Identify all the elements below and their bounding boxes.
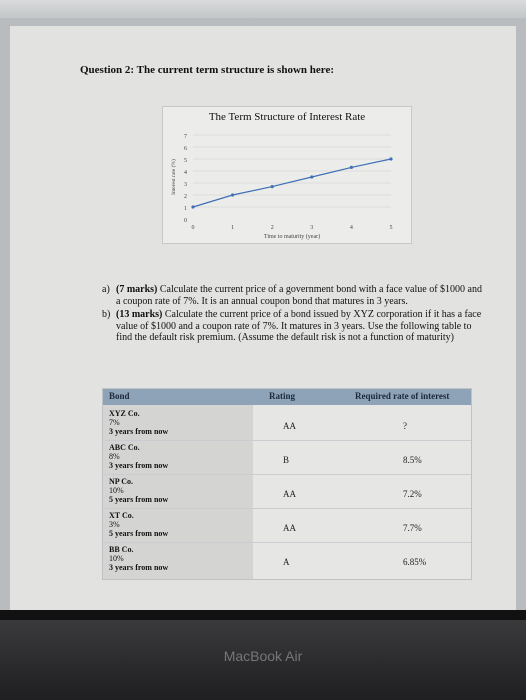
bond-maturity: 5 years from now — [109, 529, 169, 538]
question-title: Question 2: The current term structure i… — [80, 64, 334, 76]
bond-name: BB Co. — [109, 545, 134, 554]
y-tick-label: 2 — [184, 194, 187, 200]
question-list: a) (7 marks) Calculate the current price… — [102, 284, 482, 346]
bond-rating: B — [283, 455, 290, 465]
y-tick-label: 1 — [184, 206, 187, 212]
bond-coupon: 10% — [109, 554, 124, 563]
table-row: ABC Co. 8% 3 years from now — [103, 443, 253, 470]
chart-plot: 0 1 2 3 4 5 6 7 0 1 2 3 4 5 Time to maturity (year) Int… — [170, 134, 393, 240]
x-tick-label: 0 — [192, 225, 195, 231]
series-line — [192, 158, 392, 208]
bond-name: XYZ Co. — [109, 409, 140, 418]
table-row: XT Co. 3% 5 years from now — [103, 511, 253, 538]
x-tick-label: 4 — [350, 225, 353, 231]
bond-name: NP Co. — [109, 477, 133, 486]
bond-coupon: 7% — [109, 418, 120, 427]
y-tick-label: 4 — [184, 170, 187, 176]
row-divider — [103, 440, 471, 441]
question-a-marks: (7 marks) — [116, 284, 158, 295]
y-tick-label: 3 — [184, 182, 187, 188]
bond-rating: A — [283, 557, 290, 567]
data-point — [270, 185, 274, 189]
table-header-row: Bond Rating Required rate of interest — [103, 389, 471, 405]
data-point — [191, 205, 195, 209]
screen-bottom-bar — [0, 610, 526, 620]
bond-coupon: 3% — [109, 520, 120, 529]
bond-maturity: 3 years from now — [109, 461, 169, 470]
header-required-rate: Required rate of interest — [355, 391, 450, 401]
question-b-label: b) — [102, 309, 111, 320]
bond-required-rate: 8.5% — [403, 455, 422, 465]
bond-maturity: 3 years from now — [109, 427, 169, 436]
question-item-a: a) (7 marks) Calculate the current price… — [102, 284, 482, 307]
laptop-brand-label: MacBook Air — [223, 648, 303, 664]
bond-name: XT Co. — [109, 511, 134, 520]
table-row: XYZ Co. 7% 3 years from now — [103, 409, 253, 436]
bond-rating: AA — [283, 523, 296, 533]
data-point — [231, 193, 235, 197]
term-structure-chart: The Term Structure of Interest Rate 0 1 2 3… — [162, 106, 412, 244]
y-tick-label: 7 — [184, 134, 187, 140]
question-b-text: Calculate the current price of a bond is… — [116, 309, 482, 343]
data-point — [349, 165, 353, 169]
table-row: BB Co. 10% 3 years from now — [103, 545, 253, 572]
header-bond: Bond — [109, 391, 130, 401]
question-a-label: a) — [102, 284, 110, 295]
table-row: NP Co. 10% 5 years from now — [103, 477, 253, 504]
x-axis-label: Time to maturity (year) — [264, 233, 320, 240]
bond-required-rate: 7.2% — [403, 489, 422, 499]
bond-required-rate: ? — [403, 421, 407, 431]
y-axis-label: Interest rate (%) — [170, 159, 177, 195]
bond-table: Bond Rating Required rate of interest XY… — [102, 388, 472, 580]
y-tick-label: 6 — [184, 146, 187, 152]
chart-title: The Term Structure of Interest Rate — [208, 111, 366, 123]
document-page: Question 2: The current term structure i… — [10, 26, 516, 616]
row-divider — [103, 542, 471, 543]
question-b-marks: (13 marks) — [116, 309, 163, 320]
y-tick-label: 0 — [184, 218, 187, 224]
laptop-screen: Question 2: The current term structure i… — [0, 18, 526, 616]
laptop-top-strip — [0, 0, 526, 18]
bond-required-rate: 7.7% — [403, 523, 422, 533]
x-tick-label: 2 — [271, 225, 274, 231]
data-point — [310, 175, 314, 179]
bond-rating: AA — [283, 489, 296, 499]
header-rating: Rating — [269, 391, 296, 401]
bond-required-rate: 6.85% — [403, 557, 427, 567]
data-point — [389, 157, 393, 161]
bond-coupon: 10% — [109, 486, 124, 495]
x-tick-label: 5 — [390, 225, 393, 231]
x-tick-label: 1 — [231, 225, 234, 231]
question-item-b: b) (13 marks) Calculate the current pric… — [102, 309, 482, 344]
bond-coupon: 8% — [109, 452, 120, 461]
bond-maturity: 5 years from now — [109, 495, 169, 504]
laptop-bezel: MacBook Air — [0, 620, 526, 700]
bond-maturity: 3 years from now — [109, 563, 169, 572]
x-tick-label: 3 — [310, 225, 313, 231]
question-a-text: Calculate the current price of a governm… — [116, 284, 482, 307]
bond-rating: AA — [283, 421, 296, 431]
row-divider — [103, 474, 471, 475]
bond-name: ABC Co. — [109, 443, 140, 452]
bond-column — [103, 405, 253, 579]
row-divider — [103, 508, 471, 509]
y-tick-label: 5 — [184, 158, 187, 164]
